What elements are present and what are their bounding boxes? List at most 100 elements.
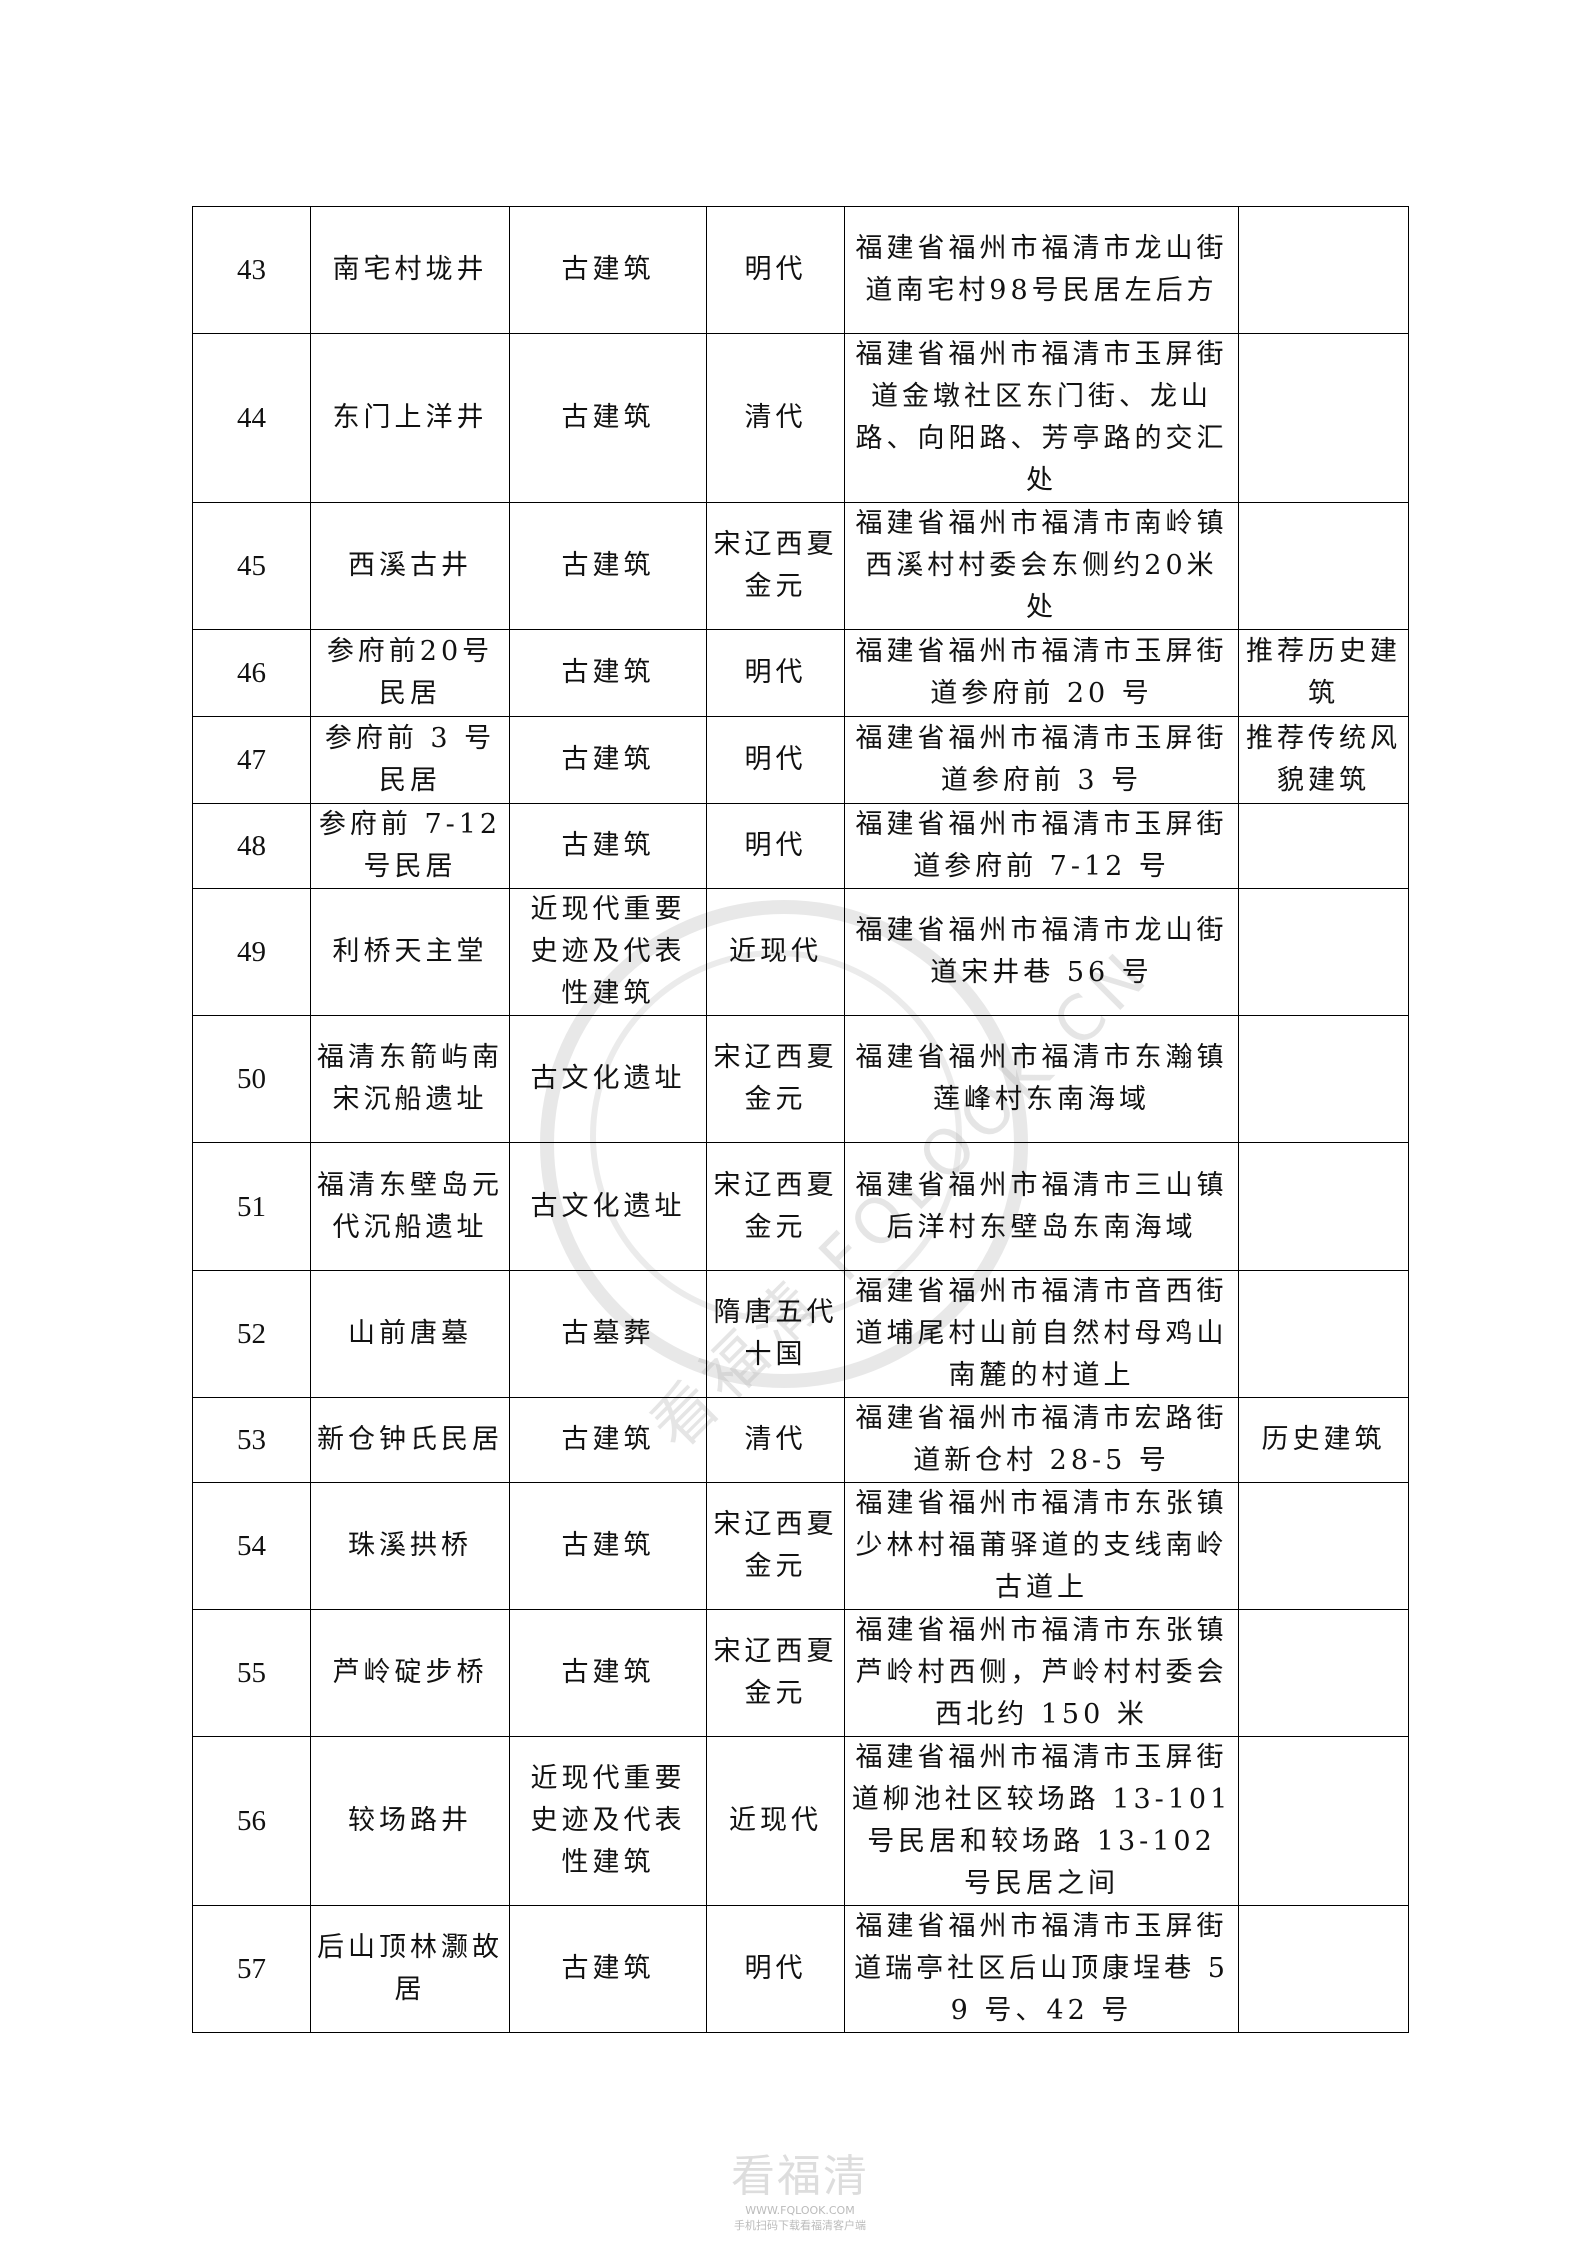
table-row: 48 参府前 7-12 号民居 古建筑 明代 福建省福州市福清市玉屏街道参府前 7-12… [192, 803, 1409, 889]
heritage-address: 福建省福州市福清市东瀚镇莲峰村东南海域 [844, 1015, 1239, 1143]
table-row: 51 福清东壁岛元代沉船遗址 古文化遗址 宋辽西夏金元 福建省福州市福清市三山镇后洋村东… [192, 1142, 1409, 1271]
row-number: 48 [192, 803, 311, 889]
heritage-name: 参府前20号民居 [310, 629, 510, 717]
heritage-note: 推荐历史建筑 [1238, 629, 1409, 717]
table-row: 50 福清东箭屿南宋沉船遗址 古文化遗址 宋辽西夏金元 福建省福州市福清市东瀚镇莲峰村东… [192, 1015, 1409, 1143]
heritage-category: 古文化遗址 [509, 1142, 707, 1271]
heritage-table: 43 南宅村垅井 古建筑 明代 福建省福州市福清市龙山街道南宅村98号民居左后方 44 东门… [192, 206, 1409, 2033]
heritage-category: 古建筑 [509, 1905, 707, 2033]
table-row: 54 珠溪拱桥 古建筑 宋辽西夏金元 福建省福州市福清市东张镇少林村福莆驿道的支线南岭古… [192, 1482, 1409, 1610]
heritage-name: 后山顶林灏故居 [310, 1905, 510, 2033]
heritage-era: 清代 [706, 1397, 845, 1483]
heritage-era: 宋辽西夏金元 [706, 1609, 845, 1737]
heritage-address: 福建省福州市福清市玉屏街道参府前 20 号 [844, 629, 1239, 717]
row-number: 45 [192, 502, 311, 630]
heritage-name: 参府前 3 号民居 [310, 716, 510, 804]
heritage-name: 较场路井 [310, 1736, 510, 1906]
heritage-category: 古建筑 [509, 333, 707, 503]
table-row: 43 南宅村垅井 古建筑 明代 福建省福州市福清市龙山街道南宅村98号民居左后方 [192, 206, 1409, 334]
row-number: 55 [192, 1609, 311, 1737]
heritage-note [1238, 206, 1409, 334]
heritage-note [1238, 333, 1409, 503]
heritage-address: 福建省福州市福清市三山镇后洋村东壁岛东南海域 [844, 1142, 1239, 1271]
heritage-name: 珠溪拱桥 [310, 1482, 510, 1610]
table-row: 47 参府前 3 号民居 古建筑 明代 福建省福州市福清市玉屏街道参府前 3 号推荐传统… [192, 716, 1409, 804]
heritage-category: 古建筑 [509, 1482, 707, 1610]
heritage-category: 古建筑 [509, 629, 707, 717]
heritage-note: 推荐传统风貌建筑 [1238, 716, 1409, 804]
heritage-address: 福建省福州市福清市音西街道埔尾村山前自然村母鸡山南麓的村道上 [844, 1270, 1239, 1398]
heritage-category: 古建筑 [509, 206, 707, 334]
heritage-note [1238, 888, 1409, 1016]
heritage-address: 福建省福州市福清市玉屏街道瑞亭社区后山顶康埕巷 59 号、42 号 [844, 1905, 1239, 2033]
heritage-name: 福清东壁岛元代沉船遗址 [310, 1142, 510, 1271]
row-number: 56 [192, 1736, 311, 1906]
heritage-category: 古建筑 [509, 1609, 707, 1737]
heritage-address: 福建省福州市福清市东张镇芦岭村西侧，芦岭村村委会西北约 150 米 [844, 1609, 1239, 1737]
heritage-note [1238, 803, 1409, 889]
heritage-name: 东门上洋井 [310, 333, 510, 503]
table-row: 53 新仓钟氏民居 古建筑 清代 福建省福州市福清市宏路街道新仓村 28-5 号历史建筑 [192, 1397, 1409, 1483]
heritage-address: 福建省福州市福清市宏路街道新仓村 28-5 号 [844, 1397, 1239, 1483]
table-row: 57 后山顶林灏故居 古建筑 明代 福建省福州市福清市玉屏街道瑞亭社区后山顶康埕巷 59… [192, 1905, 1409, 2033]
heritage-address: 福建省福州市福清市龙山街道宋井巷 56 号 [844, 888, 1239, 1016]
row-number: 54 [192, 1482, 311, 1610]
row-number: 46 [192, 629, 311, 717]
heritage-era: 宋辽西夏金元 [706, 1015, 845, 1143]
row-number: 53 [192, 1397, 311, 1483]
heritage-note [1238, 1736, 1409, 1906]
row-number: 43 [192, 206, 311, 334]
row-number: 57 [192, 1905, 311, 2033]
footer-logo-tagline: 手机扫码下载看福清客户端 [734, 2219, 866, 2232]
row-number: 52 [192, 1270, 311, 1398]
row-number: 50 [192, 1015, 311, 1143]
heritage-address: 福建省福州市福清市龙山街道南宅村98号民居左后方 [844, 206, 1239, 334]
footer-logo-title: 看福清 [731, 2151, 869, 2202]
heritage-address: 福建省福州市福清市玉屏街道金墩社区东门街、龙山路、向阳路、芳亭路的交汇处 [844, 333, 1239, 503]
heritage-note [1238, 1015, 1409, 1143]
table-row: 55 芦岭碇步桥 古建筑 宋辽西夏金元 福建省福州市福清市东张镇芦岭村西侧，芦岭村村委会… [192, 1609, 1409, 1737]
heritage-category: 近现代重要史迹及代表性建筑 [509, 1736, 707, 1906]
heritage-name: 新仓钟氏民居 [310, 1397, 510, 1483]
heritage-era: 明代 [706, 803, 845, 889]
heritage-category: 古建筑 [509, 716, 707, 804]
row-number: 44 [192, 333, 311, 503]
heritage-era: 近现代 [706, 1736, 845, 1906]
heritage-address: 福建省福州市福清市玉屏街道参府前 7-12 号 [844, 803, 1239, 889]
heritage-note [1238, 1482, 1409, 1610]
table-row: 52 山前唐墓 古墓葬 隋唐五代十国 福建省福州市福清市音西街道埔尾村山前自然村母鸡山南… [192, 1270, 1409, 1398]
heritage-category: 近现代重要史迹及代表性建筑 [509, 888, 707, 1016]
heritage-address: 福建省福州市福清市东张镇少林村福莆驿道的支线南岭古道上 [844, 1482, 1239, 1610]
heritage-note [1238, 1609, 1409, 1737]
heritage-era: 明代 [706, 206, 845, 334]
heritage-name: 南宅村垅井 [310, 206, 510, 334]
table-row: 45 西溪古井 古建筑 宋辽西夏金元 福建省福州市福清市南岭镇西溪村村委会东侧约20米处 [192, 502, 1409, 630]
footer-logo-url: WWW.FQLOOK.COM [745, 2204, 855, 2217]
row-number: 51 [192, 1142, 311, 1271]
heritage-name: 山前唐墓 [310, 1270, 510, 1398]
heritage-era: 清代 [706, 333, 845, 503]
heritage-name: 福清东箭屿南宋沉船遗址 [310, 1015, 510, 1143]
table-row: 49 利桥天主堂 近现代重要史迹及代表性建筑 近现代 福建省福州市福清市龙山街道宋井巷 … [192, 888, 1409, 1016]
heritage-era: 宋辽西夏金元 [706, 1482, 845, 1610]
heritage-category: 古建筑 [509, 1397, 707, 1483]
heritage-note [1238, 1905, 1409, 2033]
row-number: 47 [192, 716, 311, 804]
heritage-address: 福建省福州市福清市南岭镇西溪村村委会东侧约20米处 [844, 502, 1239, 630]
heritage-era: 宋辽西夏金元 [706, 1142, 845, 1271]
heritage-note [1238, 1270, 1409, 1398]
heritage-category: 古文化遗址 [509, 1015, 707, 1143]
heritage-address: 福建省福州市福清市玉屏街道柳池社区较场路 13-101 号民居和较场路 13-1… [844, 1736, 1239, 1906]
heritage-category: 古建筑 [509, 502, 707, 630]
heritage-name: 芦岭碇步桥 [310, 1609, 510, 1737]
heritage-name: 参府前 7-12 号民居 [310, 803, 510, 889]
heritage-era: 隋唐五代十国 [706, 1270, 845, 1398]
heritage-note [1238, 1142, 1409, 1271]
heritage-note [1238, 502, 1409, 630]
heritage-note: 历史建筑 [1238, 1397, 1409, 1483]
heritage-address: 福建省福州市福清市玉屏街道参府前 3 号 [844, 716, 1239, 804]
heritage-era: 明代 [706, 716, 845, 804]
table-row: 44 东门上洋井 古建筑 清代 福建省福州市福清市玉屏街道金墩社区东门街、龙山路、向阳路… [192, 333, 1409, 503]
row-number: 49 [192, 888, 311, 1016]
heritage-name: 利桥天主堂 [310, 888, 510, 1016]
